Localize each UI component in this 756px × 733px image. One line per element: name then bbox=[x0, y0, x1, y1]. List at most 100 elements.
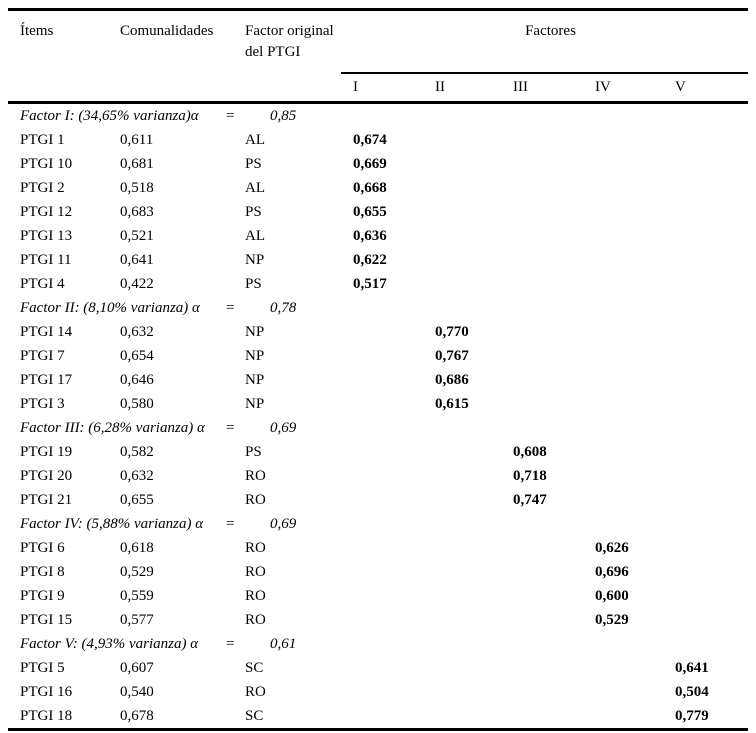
item-cell: PTGI 7 bbox=[20, 348, 65, 364]
item-cell: PTGI 5 bbox=[20, 660, 65, 676]
table-row: PTGI 19 0,582 PS 0,608 bbox=[8, 440, 748, 464]
original-factor-cell: NP bbox=[245, 372, 265, 388]
col-header-original-factor: Factor original del PTGI bbox=[233, 9, 341, 104]
loading-cell bbox=[663, 464, 748, 488]
loading-cell bbox=[663, 320, 748, 344]
factor-heading-equals: = bbox=[225, 300, 236, 316]
loading-cell bbox=[583, 440, 663, 464]
loading-cell bbox=[583, 248, 663, 272]
loading-cell bbox=[423, 152, 501, 176]
factor-section-heading: Factor III: (6,28% varianza) α = 0,69 bbox=[8, 416, 748, 440]
communality-cell: 0,582 bbox=[120, 444, 154, 460]
col-header-items: Ítems bbox=[8, 9, 108, 104]
loading-cell: 0,615 bbox=[435, 396, 469, 412]
loading-cell bbox=[423, 200, 501, 224]
loading-cell bbox=[501, 224, 583, 248]
loading-cell bbox=[341, 368, 423, 392]
loading-cell bbox=[423, 248, 501, 272]
loading-cell bbox=[501, 200, 583, 224]
loading-cell bbox=[501, 704, 583, 730]
factor-section-heading-row: Factor II: (8,10% varianza) α = 0,78 bbox=[8, 296, 748, 320]
loading-cell bbox=[341, 560, 423, 584]
factor-heading-label: Factor IV: (5,88% varianza) α bbox=[20, 516, 204, 532]
table-row: PTGI 2 0,518 AL 0,668 bbox=[8, 176, 748, 200]
communality-cell: 0,422 bbox=[120, 276, 154, 292]
communality-cell: 0,607 bbox=[120, 660, 154, 676]
factor-heading-label: Factor I: (34,65% varianza)α bbox=[20, 108, 199, 124]
loading-cell bbox=[583, 176, 663, 200]
loading-cell: 0,655 bbox=[353, 204, 387, 220]
loading-cell bbox=[583, 152, 663, 176]
loading-cell: 0,517 bbox=[353, 276, 387, 292]
factor-analysis-table: Ítems Comunalidades Factor original del … bbox=[8, 8, 749, 731]
factor-heading-alpha-value: 0,69 bbox=[270, 420, 297, 436]
loading-cell bbox=[341, 464, 423, 488]
table-row: PTGI 10 0,681 PS 0,669 bbox=[8, 152, 748, 176]
loading-cell bbox=[583, 320, 663, 344]
loading-cell bbox=[663, 488, 748, 512]
original-factor-cell: NP bbox=[245, 252, 265, 268]
loading-cell: 0,668 bbox=[353, 180, 387, 196]
loading-cell bbox=[423, 128, 501, 152]
loading-cell bbox=[501, 392, 583, 416]
table-row: PTGI 1 0,611 AL 0,674 bbox=[8, 128, 748, 152]
communality-cell: 0,521 bbox=[120, 228, 154, 244]
factor-heading-alpha-value: 0,85 bbox=[270, 108, 297, 124]
table-row: PTGI 4 0,422 PS 0,517 bbox=[8, 272, 748, 296]
original-factor-cell: AL bbox=[245, 228, 265, 244]
col-header-communalities: Comunalidades bbox=[108, 9, 233, 104]
communality-cell: 0,580 bbox=[120, 396, 154, 412]
table-row: PTGI 5 0,607 SC 0,641 bbox=[8, 656, 748, 680]
loading-cell: 0,674 bbox=[353, 132, 387, 148]
item-cell: PTGI 21 bbox=[20, 492, 73, 508]
loading-cell bbox=[663, 584, 748, 608]
loading-cell: 0,600 bbox=[595, 588, 629, 604]
loading-cell bbox=[663, 392, 748, 416]
item-cell: PTGI 20 bbox=[20, 468, 73, 484]
loading-cell bbox=[583, 128, 663, 152]
original-factor-cell: PS bbox=[245, 444, 262, 460]
item-cell: PTGI 4 bbox=[20, 276, 65, 292]
loading-cell bbox=[501, 344, 583, 368]
loading-cell: 0,686 bbox=[435, 372, 469, 388]
table-row: PTGI 3 0,580 NP 0,615 bbox=[8, 392, 748, 416]
factor-heading-equals: = bbox=[225, 636, 236, 652]
table-row: PTGI 15 0,577 RO 0,529 bbox=[8, 608, 748, 632]
communality-cell: 0,632 bbox=[120, 324, 154, 340]
loading-cell bbox=[663, 368, 748, 392]
loading-cell bbox=[341, 440, 423, 464]
loading-cell: 0,636 bbox=[353, 228, 387, 244]
loading-cell bbox=[423, 536, 501, 560]
item-cell: PTGI 9 bbox=[20, 588, 65, 604]
col-header-factores-group: Factores bbox=[341, 9, 749, 74]
item-cell: PTGI 8 bbox=[20, 564, 65, 580]
loading-cell bbox=[341, 488, 423, 512]
loading-cell bbox=[423, 560, 501, 584]
loading-cell: 0,504 bbox=[675, 684, 709, 700]
factor-col-header-III: III bbox=[501, 73, 583, 104]
communality-cell: 0,559 bbox=[120, 588, 154, 604]
original-factor-cell: RO bbox=[245, 492, 266, 508]
original-factor-cell: NP bbox=[245, 348, 265, 364]
loading-cell bbox=[501, 584, 583, 608]
original-factor-cell: RO bbox=[245, 540, 266, 556]
item-cell: PTGI 16 bbox=[20, 684, 73, 700]
item-cell: PTGI 19 bbox=[20, 444, 73, 460]
loading-cell bbox=[663, 272, 748, 296]
loading-cell bbox=[501, 656, 583, 680]
table-row: PTGI 7 0,654 NP 0,767 bbox=[8, 344, 748, 368]
loading-cell: 0,529 bbox=[595, 612, 629, 628]
factor-section-heading: Factor I: (34,65% varianza)α = 0,85 bbox=[8, 103, 748, 129]
loading-cell: 0,626 bbox=[595, 540, 629, 556]
loading-cell bbox=[663, 608, 748, 632]
loading-cell bbox=[501, 272, 583, 296]
communality-cell: 0,683 bbox=[120, 204, 154, 220]
loading-cell bbox=[583, 392, 663, 416]
loading-cell bbox=[583, 488, 663, 512]
item-cell: PTGI 2 bbox=[20, 180, 65, 196]
loading-cell bbox=[583, 224, 663, 248]
item-cell: PTGI 17 bbox=[20, 372, 73, 388]
loading-cell bbox=[583, 464, 663, 488]
loading-cell: 0,669 bbox=[353, 156, 387, 172]
